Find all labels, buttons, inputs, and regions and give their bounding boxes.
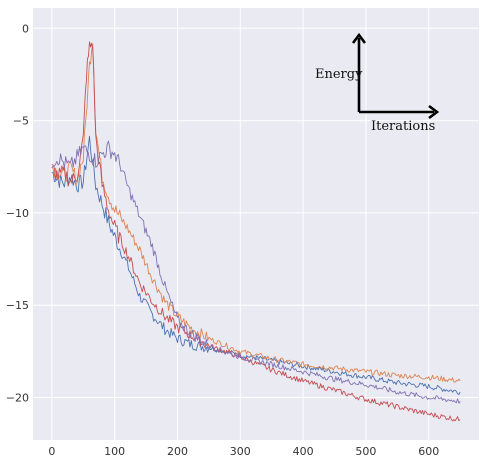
series-line-1 [51, 135, 461, 395]
series-line-4 [51, 140, 461, 404]
x-tick-label: 300 [230, 445, 251, 458]
series-layer [51, 41, 461, 422]
x-tick-label: 0 [48, 445, 55, 458]
y-tick-label: −5 [13, 115, 29, 128]
y-tick-label: 0 [22, 22, 29, 35]
iterations-arrow-label: Iterations [371, 119, 435, 134]
axes-annotation: Energy Iterations [315, 32, 440, 134]
x-tick-label: 600 [418, 445, 439, 458]
x-tick-label: 400 [293, 445, 314, 458]
y-tick-label: −15 [6, 299, 29, 312]
x-tick-label: 200 [167, 445, 188, 458]
energy-arrow-label: Energy [315, 67, 363, 82]
y-tick-label: −20 [6, 392, 29, 405]
y-tick-label: −10 [6, 207, 29, 220]
series-line-2 [51, 43, 461, 383]
x-tick-label: 100 [104, 445, 125, 458]
x-tick-label: 500 [355, 445, 376, 458]
plot-background [33, 8, 479, 440]
energy-arrowhead [351, 32, 367, 44]
grid [33, 8, 479, 440]
series-line-3 [51, 41, 461, 422]
iterations-arrowhead [428, 104, 440, 120]
tick-labels: 0 100 200 300 400 500 600 0 −5 −10 −15 −20 [6, 22, 439, 458]
